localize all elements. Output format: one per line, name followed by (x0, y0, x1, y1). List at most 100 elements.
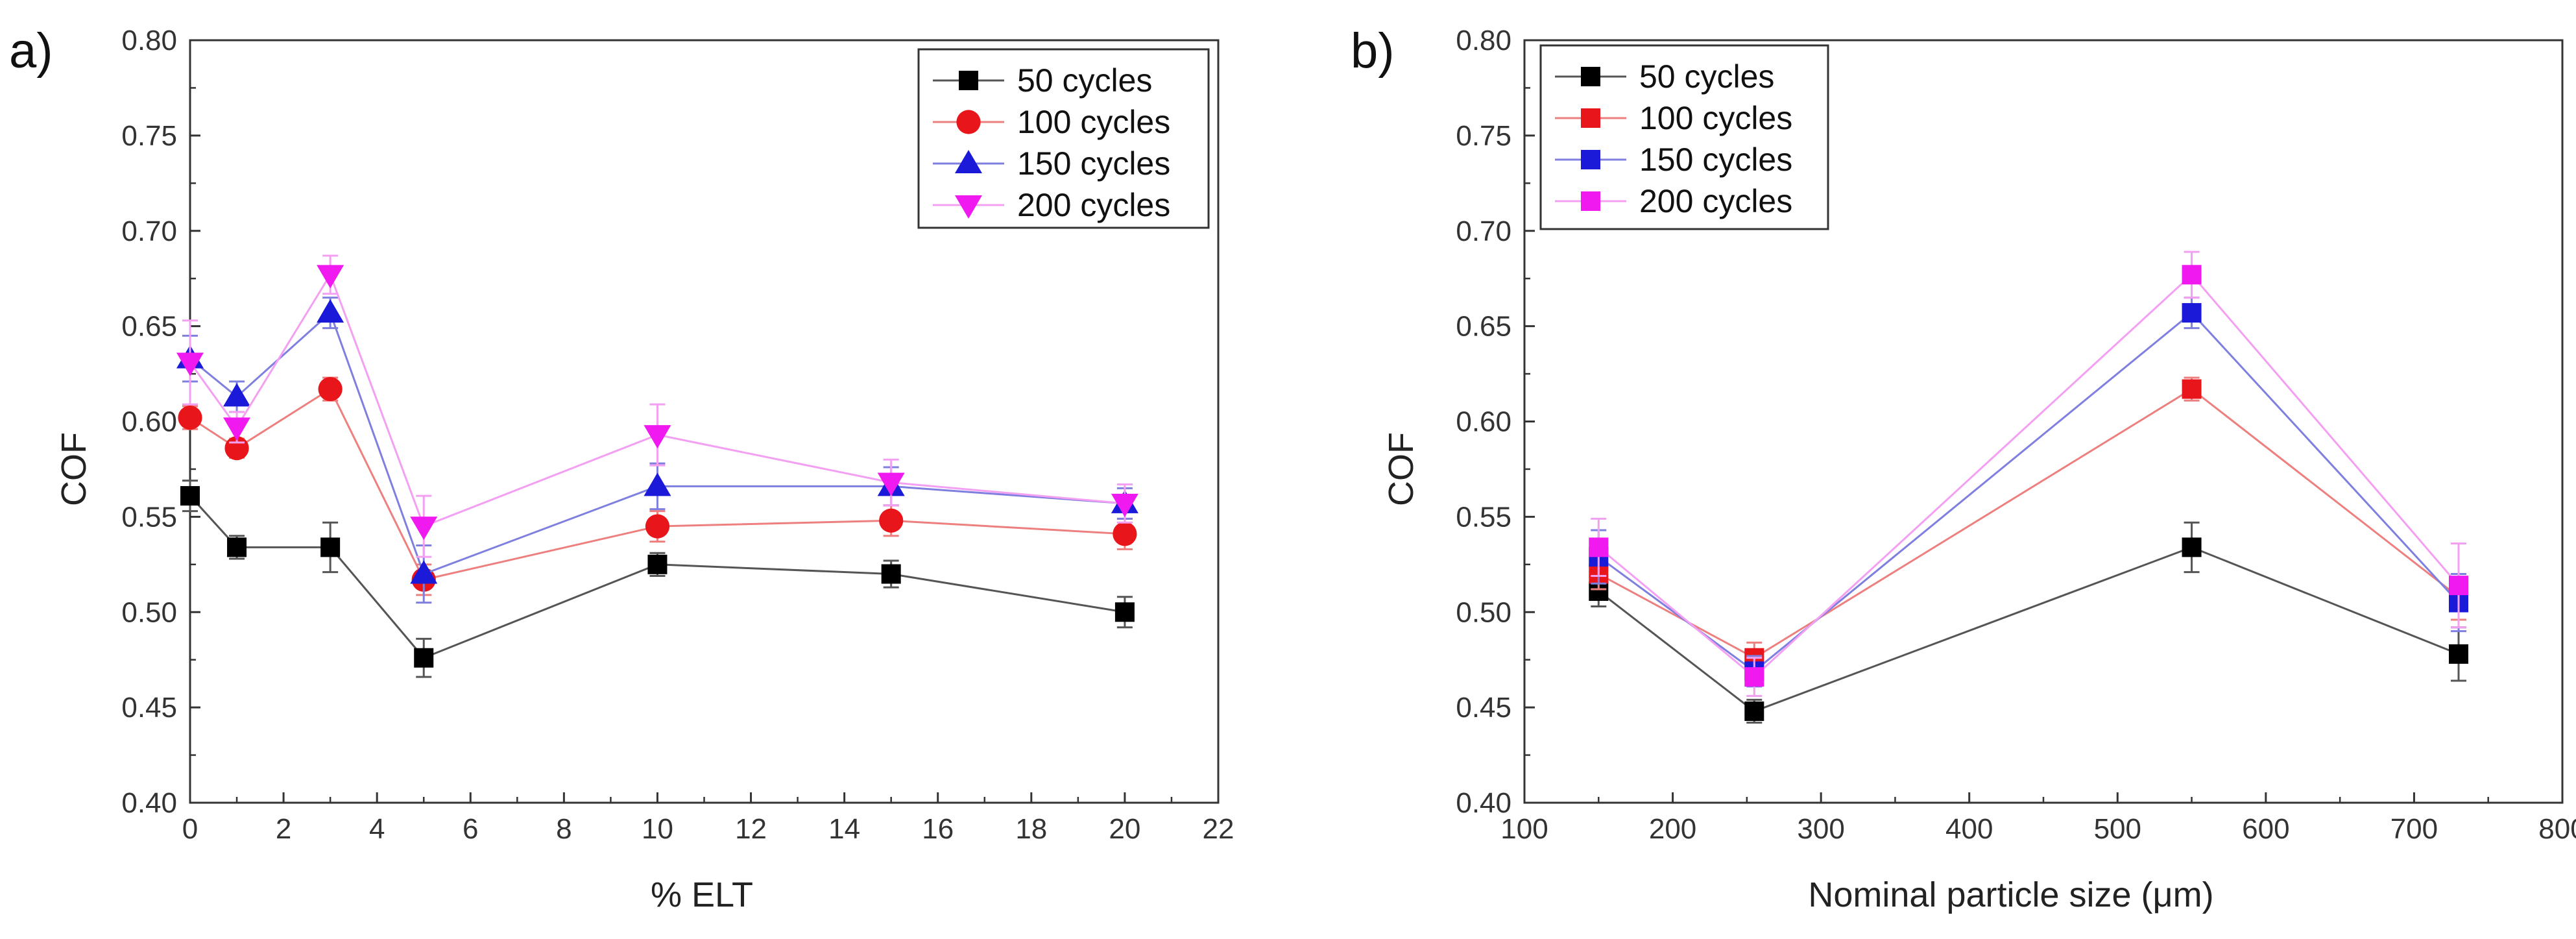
panel-a-y-tick-label: 0.40 (121, 787, 177, 819)
panel-b-series-line (1598, 387, 2459, 659)
panel-a-y-axis-title: COF (54, 432, 93, 506)
panel-a-data-point (318, 376, 343, 402)
panel-b-x-tick-label: 100 (1500, 813, 1548, 845)
panel-a-data-point (644, 472, 671, 496)
panel-b-legend-marker (1581, 191, 1600, 211)
panel-b-series-2 (1589, 376, 2468, 674)
panel-a-x-tick-label: 0 (182, 813, 198, 845)
panel-a: a) % ELT COF 0 2 4 6 8 10 12 14 16 18 20 22 0.40 0.45… (9, 23, 1234, 914)
panel-b-series-line (1598, 273, 2460, 679)
panel-a-data-point (414, 648, 434, 668)
panel-b-y-tick-label: 0.80 (1456, 25, 1511, 56)
panel-a-data-point (223, 417, 251, 441)
panel-a-x-tick-label: 6 (463, 813, 478, 845)
panel-b-legend-label: 150 cycles (1639, 141, 1792, 178)
panel-a-data-point (645, 514, 670, 539)
panel-a-x-tick-label: 16 (922, 813, 954, 845)
panel-b-data-point (2449, 644, 2468, 664)
panel-a-data-point (176, 352, 204, 376)
panel-a-y-tick-label: 0.55 (121, 501, 177, 533)
panel-b-data-point (2182, 379, 2202, 399)
panel-a-legend-marker (955, 195, 982, 219)
panel-b-legend-label: 100 cycles (1639, 100, 1792, 136)
panel-a-y-tick-label: 0.50 (121, 596, 177, 628)
panel-a-x-tick-label: 22 (1203, 813, 1234, 845)
panel-b-y-tick-label: 0.65 (1456, 311, 1511, 343)
panel-b-x-tick-label: 500 (2094, 813, 2141, 845)
panel-a-data-point (178, 406, 202, 430)
panel-a-data-point (1111, 493, 1138, 517)
panel-b-y-tick-label: 0.75 (1456, 120, 1511, 152)
panel-b-series-3 (1589, 297, 2468, 688)
panel-a-x-tick-label: 18 (1015, 813, 1047, 845)
panel-a-data-point (877, 472, 905, 496)
panel-a-legend-marker (959, 71, 978, 90)
panel-b-y-tick-label: 0.50 (1456, 596, 1511, 628)
panel-b-x-tick-label: 700 (2390, 813, 2438, 845)
panel-a-legend-marker (955, 150, 982, 173)
panel-b-data-point (1589, 537, 1609, 557)
panel-b-x-tick-label: 800 (2538, 813, 2576, 845)
panel-a-x-tick-label: 10 (642, 813, 673, 845)
panel-b-x-axis-title: Nominal particle size (μm) (1808, 875, 2213, 914)
panel-a-legend-label: 50 cycles (1017, 62, 1152, 99)
panel-a-data-point (227, 537, 247, 557)
panel-b-data-point (2449, 576, 2468, 596)
panel-a-x-tick-label: 14 (828, 813, 860, 845)
panel-a-data-point (647, 554, 668, 574)
panel-a-legend-label: 200 cycles (1017, 187, 1170, 223)
panel-a-x-tick-label: 20 (1109, 813, 1140, 845)
panel-a-data-point (317, 265, 344, 289)
panel-a-data-point (317, 299, 344, 323)
panel-b-legend-label: 50 cycles (1639, 58, 1774, 95)
panel-a-series-1 (180, 480, 1135, 678)
panel-a-data-point (223, 383, 251, 407)
panel-b-legend-marker (1581, 108, 1600, 128)
panel-b-x-tick-label: 200 (1649, 813, 1696, 845)
panel-a-legend-marker (956, 110, 981, 134)
panel-b-data-point (1744, 701, 1764, 721)
panel-b-x-tick-label: 300 (1797, 813, 1844, 845)
panel-a-data-point (180, 486, 200, 506)
panel-a-y-tick-label: 0.60 (121, 406, 177, 438)
panel-b-data-point (2182, 537, 2202, 557)
panel-b-y-tick-label: 0.45 (1456, 692, 1511, 724)
panel-a-legend-label: 150 cycles (1017, 145, 1170, 182)
panel-a-data-point (1113, 522, 1137, 546)
panel-a-x-tick-label: 8 (556, 813, 572, 845)
panel-a-x-axis-title: % ELT (651, 875, 753, 914)
panel-b-y-tick-label: 0.70 (1456, 215, 1511, 247)
panel-a-x-tick-label: 4 (369, 813, 385, 845)
panel-a-legend: 50 cycles 100 cycles 150 cycles 200 cycles (917, 48, 1210, 229)
panel-a-data-point (320, 537, 341, 557)
panel-b-data-point (2182, 303, 2202, 323)
panel-a-data-point (879, 508, 904, 533)
panel-a-x-tick-label: 2 (276, 813, 291, 845)
panel-a-data-point (881, 564, 901, 584)
panel-b-legend-marker (1581, 150, 1600, 169)
panel-a-y-tick-label: 0.45 (121, 692, 177, 724)
panel-a-data-point (1114, 602, 1135, 622)
panel-b: b) Nominal particle size (μm) COF 100 200… (1351, 23, 2576, 914)
panel-b-x-tick-label: 400 (1945, 813, 1993, 845)
panel-a-data-point (410, 517, 438, 541)
panel-b-legend: 50 cycles 100 cycles 150 cycles 200 cycles (1539, 44, 1829, 230)
panel-b-series-line (1598, 311, 2460, 673)
panel-b-label: b) (1351, 23, 1395, 79)
panel-b-x-tick-label: 600 (2242, 813, 2289, 845)
panel-b-series-1 (1589, 521, 2468, 724)
panel-b-y-tick-label: 0.40 (1456, 787, 1511, 819)
panel-a-y-tick-label: 0.70 (121, 215, 177, 247)
panel-b-y-axis-title: COF (1382, 432, 1421, 506)
panel-b-y-tick-label: 0.55 (1456, 501, 1511, 533)
panel-b-series-line (1598, 546, 2459, 713)
panel-a-series-4 (176, 254, 1138, 558)
panel-b-series-4 (1589, 250, 2468, 697)
panel-a-y-tick-label: 0.75 (121, 120, 177, 152)
panel-a-data-point (410, 560, 438, 584)
panel-a-x-tick-label: 12 (735, 813, 767, 845)
panel-b-y-tick-label: 0.60 (1456, 406, 1511, 438)
panel-a-y-tick-label: 0.65 (121, 311, 177, 343)
panel-b-data-point (1744, 667, 1764, 687)
